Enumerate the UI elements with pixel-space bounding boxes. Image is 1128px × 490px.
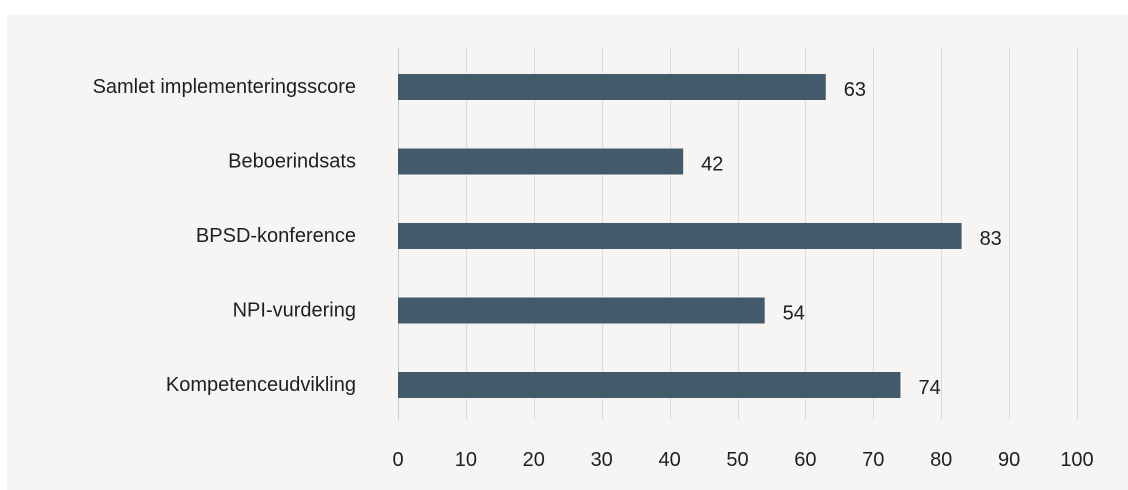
- x-tick-label: 100: [1060, 449, 1093, 471]
- x-tick-label: 20: [523, 449, 545, 471]
- x-tick-label: 70: [862, 449, 884, 471]
- category-label: BPSD-konference: [196, 225, 356, 247]
- x-tick-label: 60: [794, 449, 816, 471]
- x-axis-ticks: 0 10 20 30 40 50 60 70 80 90 100: [392, 449, 1093, 471]
- category-label: Kompetenceudvikling: [166, 374, 356, 396]
- bar: [398, 372, 901, 398]
- category-label: Beboerindsats: [228, 151, 356, 173]
- x-tick-label: 90: [998, 449, 1020, 471]
- x-tick-label: 40: [658, 449, 680, 471]
- value-label: 63: [844, 79, 866, 101]
- value-label: 54: [783, 303, 805, 325]
- bar: [398, 74, 826, 100]
- bars: Samlet implementeringsscore 63 Beboerindsa…: [93, 74, 1002, 399]
- bar: [398, 223, 962, 249]
- bar: [398, 297, 765, 324]
- category-label: Samlet implementeringsscore: [93, 76, 356, 98]
- x-tick-label: 10: [455, 449, 477, 471]
- value-label: 74: [918, 377, 940, 399]
- value-label: 83: [980, 228, 1002, 250]
- x-tick-label: 50: [726, 449, 748, 471]
- x-tick-label: 80: [930, 449, 952, 471]
- category-label: NPI-vurdering: [233, 300, 356, 322]
- x-tick-label: 30: [591, 449, 613, 471]
- x-tick-label: 0: [392, 449, 403, 471]
- value-label: 42: [701, 154, 723, 176]
- bar: [398, 148, 684, 175]
